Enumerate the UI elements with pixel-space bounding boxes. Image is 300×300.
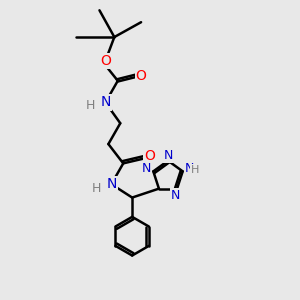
Text: O: O bbox=[136, 69, 146, 83]
Text: O: O bbox=[145, 149, 155, 163]
Text: N: N bbox=[163, 149, 173, 162]
Text: N: N bbox=[184, 162, 194, 175]
Text: H: H bbox=[86, 99, 95, 112]
Text: N: N bbox=[171, 189, 180, 202]
Text: N: N bbox=[142, 162, 152, 175]
Text: H: H bbox=[92, 182, 101, 195]
Text: O: O bbox=[100, 54, 111, 68]
Text: N: N bbox=[100, 95, 111, 110]
Text: N: N bbox=[106, 177, 116, 191]
Text: H: H bbox=[190, 165, 199, 175]
